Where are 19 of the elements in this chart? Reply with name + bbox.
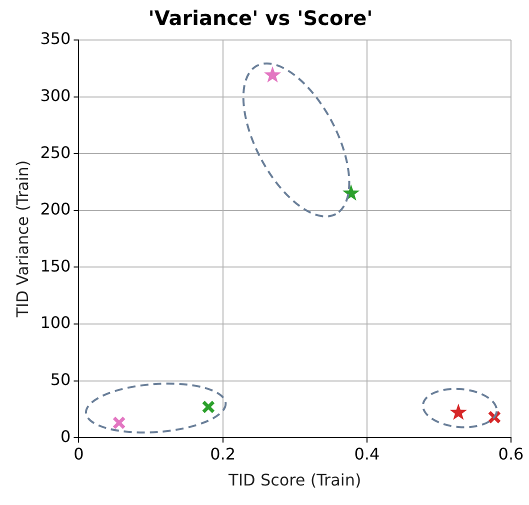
y-tick-label: 250 [40, 142, 71, 162]
x-tick-label: 0.6 [498, 444, 524, 464]
x-axis-title: TID Score (Train) [228, 470, 362, 490]
y-tick-label: 150 [40, 256, 71, 276]
point [202, 400, 216, 414]
point [264, 66, 282, 82]
y-tick-label: 50 [50, 370, 71, 389]
y-tick-label: 100 [40, 313, 71, 332]
point [450, 404, 467, 420]
x-tick-label: 0 [74, 444, 84, 464]
point [112, 416, 126, 430]
x-tick-label: 0.2 [210, 444, 236, 464]
y-tick-label: 300 [40, 86, 71, 105]
y-tick-label: 350 [40, 29, 71, 48]
y-tick-label: 200 [40, 200, 71, 219]
y-tick-label: 0 [60, 426, 71, 446]
y-axis-title: TID Variance (Train) [12, 160, 32, 318]
x-tick-label: 0.4 [354, 444, 380, 464]
chart-title: 'Variance' vs 'Score' [148, 6, 373, 30]
